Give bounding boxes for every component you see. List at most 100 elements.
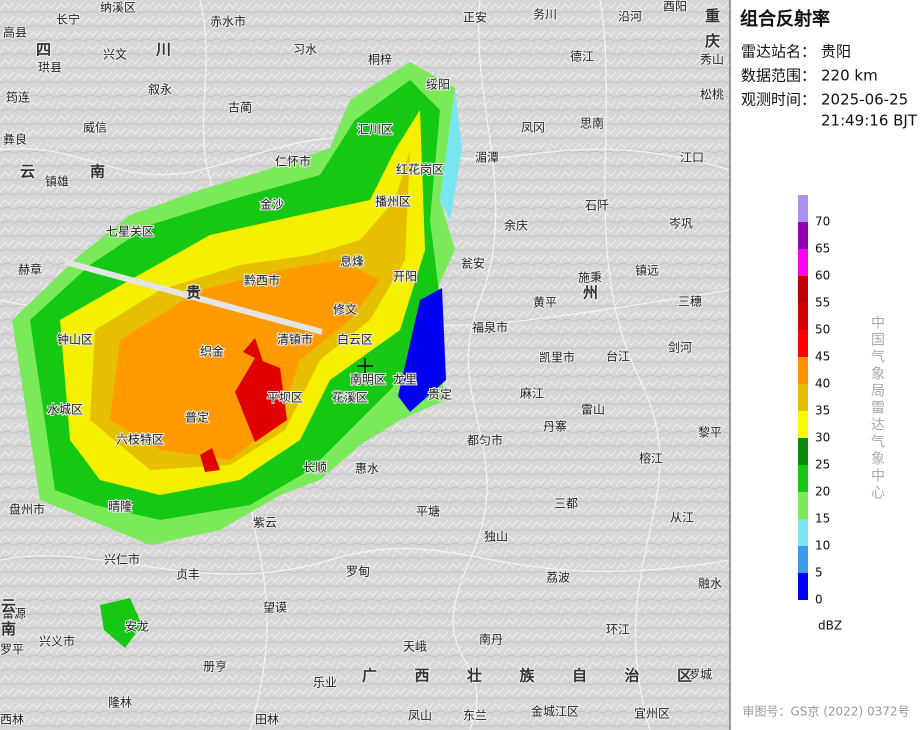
place-label: 红花岗区 xyxy=(396,162,444,177)
place-label: 绥阳 xyxy=(426,78,450,92)
legend-band xyxy=(798,411,808,438)
place-label: 普定 xyxy=(185,410,209,425)
place-label: 正安 xyxy=(463,10,487,25)
place-label: 珙县 xyxy=(38,61,62,75)
legend-tick-label: 20 xyxy=(815,485,830,499)
panel-title: 组合反射率 xyxy=(740,8,830,30)
legend-band xyxy=(798,546,808,573)
approval-number: 审图号：GS京 (2022) 0372号 xyxy=(743,704,910,719)
place-label: 宜州区 xyxy=(634,706,670,721)
legend-band xyxy=(798,438,808,465)
place-label: 江口 xyxy=(680,151,704,165)
legend-band xyxy=(798,330,808,357)
place-label: 桐梓 xyxy=(368,52,392,67)
place-label: 晴隆 xyxy=(108,499,132,514)
place-label: 筠连 xyxy=(6,90,30,105)
info-value: 220 km xyxy=(821,67,878,85)
place-label: 麻江 xyxy=(520,386,544,401)
legend-band xyxy=(798,384,808,411)
legend-tick-label: 5 xyxy=(815,566,823,580)
place-label: 镇雄 xyxy=(45,174,69,189)
place-label: 汇川区 xyxy=(357,123,393,137)
place-label: 清镇市 xyxy=(277,332,313,347)
place-label: 施秉 xyxy=(578,271,602,285)
place-label: 凤冈 xyxy=(521,121,545,135)
legend-tick-label: 30 xyxy=(815,431,830,445)
place-label: 兴仁市 xyxy=(104,552,140,567)
place-label: 黎平 xyxy=(698,426,722,440)
place-label: 安龙 xyxy=(125,619,149,634)
place-label: 彝良 xyxy=(3,132,27,147)
legend-band xyxy=(798,573,808,600)
place-label: 东兰 xyxy=(463,709,487,723)
legend-band xyxy=(798,249,808,276)
place-label: 盘州市 xyxy=(9,502,45,517)
place-label: 沿河 xyxy=(618,10,642,24)
place-label: 南丹 xyxy=(479,632,503,647)
place-label: 罗甸 xyxy=(346,565,370,579)
place-label: 乐业 xyxy=(313,676,337,690)
place-label: 罗平 xyxy=(0,643,24,657)
place-label: 余庆 xyxy=(504,218,528,233)
place-label: 独山 xyxy=(484,530,508,544)
place-label: 荔波 xyxy=(546,571,570,585)
place-label: 瓮安 xyxy=(461,256,485,271)
info-label: 观测时间： xyxy=(741,91,816,109)
place-label: 黄平 xyxy=(533,296,557,310)
place-label: 德江 xyxy=(570,49,594,64)
legend-tick-label: 50 xyxy=(815,323,830,337)
place-label: 开阳 xyxy=(393,270,417,284)
place-label: 白云区 xyxy=(337,332,373,347)
place-label: 播州区 xyxy=(375,195,411,209)
legend-tick-label: 60 xyxy=(815,269,830,283)
place-label: 石阡 xyxy=(585,198,609,213)
place-label: 酉阳 xyxy=(663,0,687,14)
place-label: 南明区 xyxy=(350,372,386,387)
place-label: 都匀市 xyxy=(467,433,503,448)
place-label: 平坝区 xyxy=(267,391,303,405)
place-label: 台江 xyxy=(606,349,630,364)
place-label: 赫章 xyxy=(18,262,42,277)
radar-site xyxy=(357,358,373,374)
place-label: 紫云 xyxy=(253,516,277,530)
place-label: 西林 xyxy=(0,713,24,727)
place-label: 丹寨 xyxy=(543,419,567,434)
legend-tick-label: 0 xyxy=(815,593,823,607)
place-label: 田林 xyxy=(255,713,279,727)
legend-tick-label: 25 xyxy=(815,458,830,472)
place-label: 隆林 xyxy=(108,695,132,710)
place-label: 长顺 xyxy=(303,461,327,475)
info-label: 雷达站名： xyxy=(741,43,816,61)
place-label: 古蔺 xyxy=(228,100,252,115)
legend-tick-label: 55 xyxy=(815,296,830,310)
legend-tick-label: 35 xyxy=(815,404,830,418)
legend-band xyxy=(798,357,808,384)
place-label: 龙里 xyxy=(393,373,417,387)
place-label: 黔西市 xyxy=(244,273,280,288)
place-label: 高县 xyxy=(3,25,27,40)
place-label: 望谟 xyxy=(263,601,287,615)
legend-band xyxy=(798,222,808,249)
legend: 0 5 10 15 20 25 30 35 40 45 50 55 60 65 70 xyxy=(798,195,830,607)
legend-band xyxy=(798,276,808,303)
place-label: 福泉市 xyxy=(472,320,508,335)
place-label: 花溪区 xyxy=(332,390,368,405)
place-label: 纳溪区 xyxy=(100,1,136,15)
place-label: 务川 xyxy=(533,7,557,22)
place-label: 镇远 xyxy=(635,264,659,278)
place-label: 凤山 xyxy=(408,709,432,723)
place-label: 融水 xyxy=(698,577,722,591)
map xyxy=(0,0,731,730)
radar-echo xyxy=(12,62,462,648)
legend-tick-label: 15 xyxy=(815,512,830,526)
place-label: 秀山 xyxy=(700,53,724,67)
place-label: 织金 xyxy=(200,344,224,359)
place-label: 雷山 xyxy=(581,403,605,417)
place-label: 榕江 xyxy=(639,451,663,466)
place-label: 三都 xyxy=(554,497,578,511)
place-label: 罗城 xyxy=(688,668,712,682)
place-label: 息烽 xyxy=(340,254,364,269)
